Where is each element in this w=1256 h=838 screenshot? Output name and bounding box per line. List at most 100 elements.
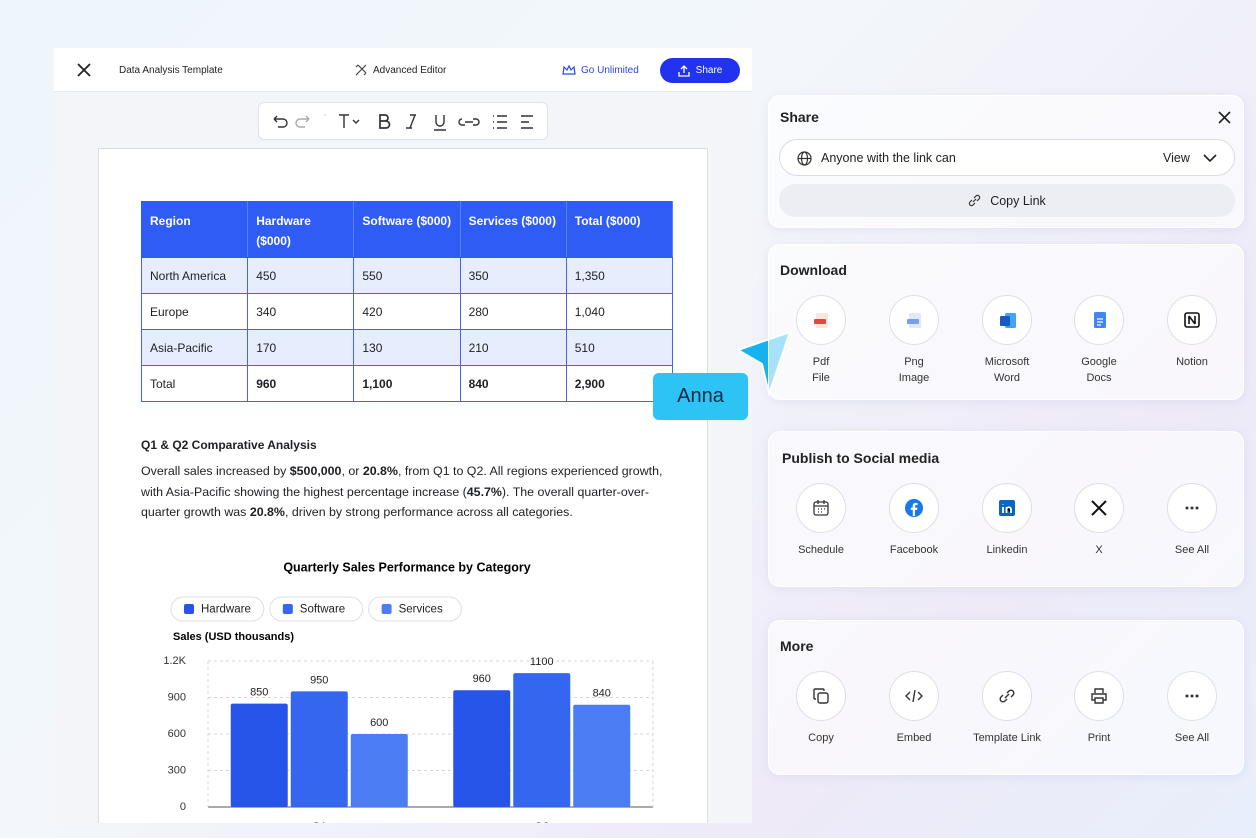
text-segment: Overall sales increased by [141,464,290,478]
share-option[interactable]: Embed [869,671,959,746]
option-icon [1167,295,1217,345]
permission[interactable]: View [1163,151,1190,165]
option-icon [889,483,939,533]
share-option[interactable]: See All [1147,671,1237,746]
option-label: Microsoft Word [984,356,1030,384]
option-label: Google Docs [1081,356,1117,384]
advanced-editor[interactable]: Advanced Editor [373,65,447,76]
legend-swatch [381,604,392,614]
y-tick-label: 300 [168,764,186,776]
social-card: Publish to Social media Schedule Facebook… [768,431,1244,587]
legend-item: Services [368,596,462,622]
download-card: Download Pdf File Png Image Microsoft Word… [768,244,1244,400]
share-option[interactable]: Schedule [776,483,866,558]
x-tick-label: Q2 [534,821,549,823]
underline[interactable] [434,115,446,131]
bar [290,691,348,807]
share-button[interactable]: Share [660,58,740,83]
share-option[interactable]: Print [1054,671,1144,746]
table-row: Total 960 1,100 840 2,900 [140,365,674,402]
share-option[interactable]: Copy [776,671,866,746]
go-unlimited[interactable]: Go Unlimited [581,65,639,76]
text-segment: , driven by strong performance across al… [284,505,573,519]
option-label: Copy [808,732,834,744]
table-cell: Asia-Pacific [140,329,249,366]
option-label: X [1095,544,1103,556]
copy-link-text: Copy Link [990,193,1046,208]
table-cell: 340 [247,293,355,330]
upload-icon [678,64,690,77]
table-cell: 960 [247,365,355,402]
toolbar [258,102,548,140]
legend-pill [269,596,364,622]
cursor-label: Anna [653,373,748,420]
share-option[interactable]: Facebook [869,483,959,558]
share-option[interactable]: Microsoft Word [962,295,1052,386]
copy-link-button[interactable]: Copy Link [779,184,1235,217]
close-icon[interactable] [77,63,91,77]
share-option[interactable]: Pdf File [776,295,866,386]
table-body: North America 450 550 350 1,350 Europe 340 420 2… [140,257,674,402]
undo[interactable] [273,115,288,128]
legend-swatch [184,604,194,614]
table-cell: 350 [459,257,567,294]
header-row: Region Hardware ($000) Software ($000) Serv… [140,201,674,258]
more-title: More [780,638,814,654]
close-share[interactable] [1218,111,1231,124]
text-style[interactable] [339,114,360,128]
table-header: Total ($000) [565,201,674,258]
option-label: See All [1174,544,1210,556]
option-label: Embed [896,732,932,744]
globe-icon [797,151,812,166]
icon [813,500,829,516]
text-segment: 20.8% [362,464,398,478]
option-icon [1074,671,1124,721]
bar [573,704,631,807]
bar [513,673,571,807]
table-cell: 280 [459,293,567,330]
text-segment: $500,000 [289,464,342,478]
icon [1091,688,1107,704]
table-cell: Total [140,365,249,402]
y-tick-label: 0 [180,801,186,813]
option-label: Schedule [798,544,844,556]
more-card: More Copy Embed Template Link Print See All [768,620,1244,775]
italic[interactable] [406,114,416,129]
text-segment: 45.7% [466,484,502,499]
option-icon [889,671,939,721]
option-icon [796,483,846,533]
option-icon [1074,483,1124,533]
option-label: Facebook [889,544,939,556]
social-title: Publish to Social media [782,450,940,466]
share-card: Share Anyone with the link can View Copy… [768,95,1244,228]
icon [999,689,1015,703]
redo[interactable] [295,115,310,128]
share-option[interactable]: Linkedin [962,483,1052,558]
chart: Quarterly Sales Performance by Category … [163,560,654,823]
editor-header: Data Analysis Template Advanced Editor G… [54,48,752,92]
share-option[interactable]: See All [1147,483,1237,558]
icon [905,689,923,703]
chevron [1203,154,1217,163]
icon [1185,506,1199,510]
share-option[interactable]: Notion [1147,295,1237,370]
list[interactable] [493,115,507,129]
table-cell: Europe [140,293,249,330]
y-tick-label: 900 [168,691,186,703]
share-option[interactable]: Png Image [869,295,959,386]
bold[interactable] [379,114,391,129]
share-label: Share [695,65,723,76]
access-select[interactable]: Anyone with the link can View [779,139,1235,176]
table-header: Services ($000) [459,201,567,258]
share-option[interactable]: X [1054,483,1144,558]
share-option[interactable]: Template Link [962,671,1052,746]
align[interactable] [521,115,533,129]
value-label: 600 [370,717,388,729]
link[interactable] [458,118,480,126]
table-cell: 170 [247,329,355,366]
value-label: 950 [310,674,328,686]
share-option[interactable]: Google Docs [1054,295,1144,386]
option-label: Pdf File [812,356,830,384]
icon [999,500,1015,516]
